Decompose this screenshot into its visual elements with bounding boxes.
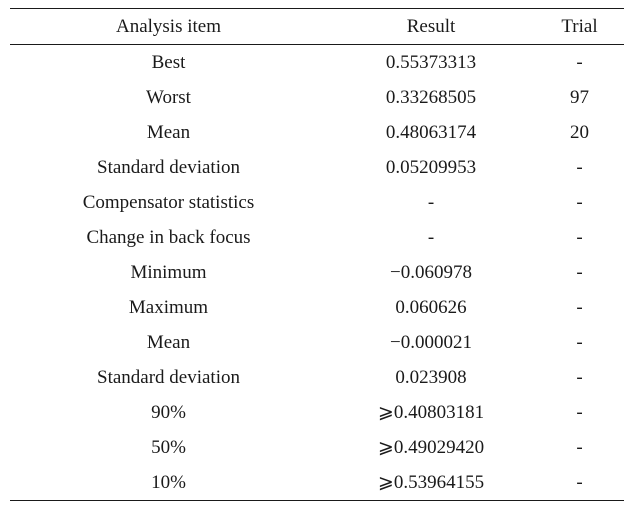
cell-result: 0.33268505 <box>385 86 477 108</box>
cell-trial: - <box>576 366 583 388</box>
header-row: Analysis item Result Trial <box>10 8 624 45</box>
table-row: Maximum 0.060626 - <box>10 290 624 325</box>
cell-result: −0.060978 <box>390 261 472 283</box>
table-body: Best 0.55373313 - Worst 0.33268505 97 Me… <box>10 45 624 501</box>
table-row: Standard deviation 0.05209953 - <box>10 150 624 185</box>
analysis-table: Analysis item Result Trial Best 0.553733… <box>10 8 624 501</box>
cell-analysis-item: 90% <box>151 401 186 423</box>
table-header: Analysis item Result Trial <box>10 8 624 45</box>
cell-analysis-item: Worst <box>146 86 191 108</box>
cell-analysis-item: Compensator statistics <box>82 191 255 213</box>
table-row: Change in back focus - - <box>10 220 624 255</box>
cell-result: ⩾0.53964155 <box>377 472 485 493</box>
cell-trial: - <box>576 191 583 213</box>
table-row: Minimum −0.060978 - <box>10 255 624 290</box>
table-row: 50% ⩾0.49029420 - <box>10 430 624 465</box>
table-row: Compensator statistics - - <box>10 185 624 220</box>
cell-result: - <box>427 191 435 213</box>
cell-analysis-item: 10% <box>151 471 186 493</box>
table-row: Worst 0.33268505 97 <box>10 80 624 115</box>
cell-result: 0.48063174 <box>385 121 477 143</box>
header-analysis-item: Analysis item <box>115 15 222 37</box>
table-row: Standard deviation 0.023908 - <box>10 360 624 395</box>
cell-result: - <box>427 226 435 248</box>
cell-analysis-item: 50% <box>151 436 186 458</box>
cell-analysis-item: Mean <box>146 331 191 353</box>
cell-analysis-item: Minimum <box>130 261 207 283</box>
cell-trial: - <box>576 471 583 493</box>
cell-analysis-item: Change in back focus <box>86 226 251 248</box>
cell-result: 0.060626 <box>395 296 467 318</box>
table-row: Mean −0.000021 - <box>10 325 624 360</box>
header-result: Result <box>406 15 456 37</box>
cell-trial: - <box>576 156 583 178</box>
cell-trial: - <box>576 436 583 458</box>
cell-result: −0.000021 <box>390 331 472 353</box>
header-trial: Trial <box>561 15 598 37</box>
cell-trial: - <box>576 226 583 248</box>
cell-trial: - <box>576 296 583 318</box>
cell-trial: - <box>576 261 583 283</box>
cell-analysis-item: Best <box>151 51 186 73</box>
cell-trial: 97 <box>570 86 589 108</box>
cell-trial: - <box>576 51 583 73</box>
cell-result: ⩾0.40803181 <box>377 402 485 423</box>
cell-result: 0.05209953 <box>385 156 477 178</box>
cell-analysis-item: Maximum <box>128 296 209 318</box>
analysis-table-container: Analysis item Result Trial Best 0.553733… <box>10 8 624 501</box>
table-row: 90% ⩾0.40803181 - <box>10 395 624 430</box>
table-row: Mean 0.48063174 20 <box>10 115 624 150</box>
cell-analysis-item: Standard deviation <box>97 366 240 388</box>
cell-trial: - <box>576 401 583 423</box>
cell-result: 0.023908 <box>395 366 467 388</box>
cell-result: 0.55373313 <box>385 51 477 73</box>
cell-analysis-item: Mean <box>146 121 191 143</box>
cell-trial: 20 <box>570 121 589 143</box>
cell-analysis-item: Standard deviation <box>97 156 240 178</box>
table-row: 10% ⩾0.53964155 - <box>10 465 624 501</box>
table-row: Best 0.55373313 - <box>10 45 624 81</box>
cell-result: ⩾0.49029420 <box>377 437 485 458</box>
cell-trial: - <box>576 331 583 353</box>
